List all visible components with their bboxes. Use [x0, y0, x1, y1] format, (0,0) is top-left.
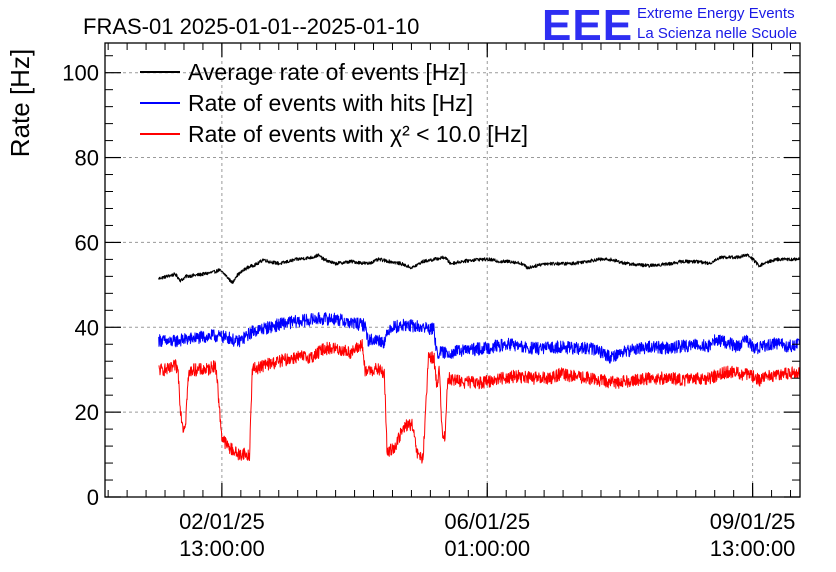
y-tick-label: 20	[75, 400, 99, 425]
legend-label-2: Rate of events with hits [Hz]	[188, 90, 473, 116]
x-tick-label-time: 01:00:00	[444, 536, 530, 561]
chart-title: FRAS-01 2025-01-01--2025-01-10	[83, 14, 419, 39]
x-tick-label-time: 13:00:00	[710, 536, 796, 561]
series-line-2	[158, 312, 801, 364]
x-tick-label-date: 02/01/25	[179, 509, 265, 534]
plot-frame	[104, 42, 801, 498]
eee-logo-mark: EEE	[542, 1, 633, 50]
y-tick-label: 0	[87, 485, 99, 510]
eee-logo-line2: La Scienza nelle Scuole	[637, 25, 797, 42]
y-tick-label: 80	[75, 146, 99, 171]
x-tick-label-date: 06/01/25	[444, 509, 530, 534]
legend-label-1: Average rate of events [Hz]	[188, 59, 466, 85]
eee-logo-line1: Extreme Energy Events	[637, 5, 795, 22]
series-line-1	[158, 253, 801, 284]
grid-layer	[105, 43, 800, 497]
chart-legend: Average rate of events [Hz] Rate of event…	[140, 59, 528, 147]
y-tick-label: 100	[62, 61, 99, 86]
legend-label-3: Rate of events with χ² < 10.0 [Hz]	[188, 121, 528, 147]
y-tick-label: 40	[75, 315, 99, 340]
eee-logo: EEE Extreme Energy Events La Scienza nel…	[542, 1, 797, 50]
x-tick-label-date: 09/01/25	[710, 509, 796, 534]
data-layer	[158, 253, 801, 464]
axis-layer: 02040608010002/01/2513:00:0006/01/2501:0…	[62, 43, 800, 561]
y-tick-label: 60	[75, 230, 99, 255]
y-axis-label: Rate [Hz]	[5, 49, 35, 157]
series-line-3	[158, 339, 801, 464]
x-tick-label-time: 13:00:00	[179, 536, 265, 561]
